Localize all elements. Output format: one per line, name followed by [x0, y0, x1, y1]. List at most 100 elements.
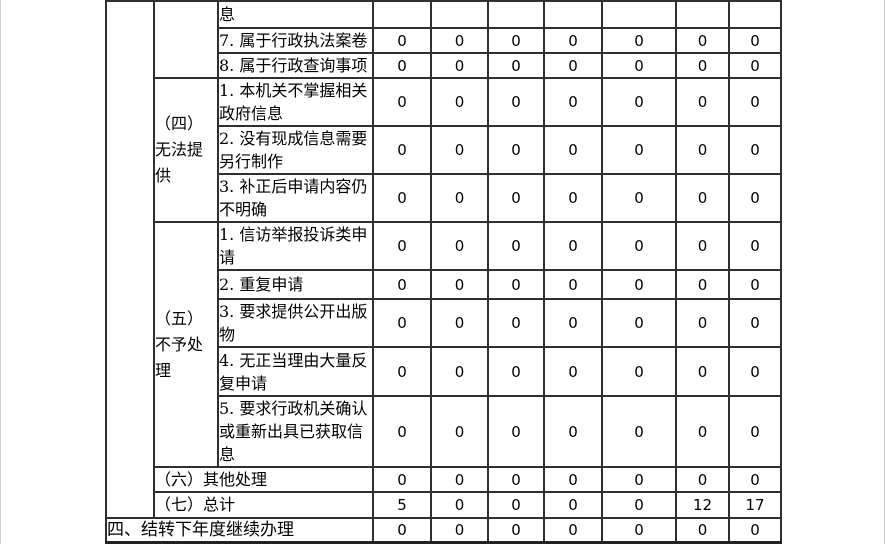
value-cell: 0 — [675, 173, 730, 223]
value-cell: 0 — [675, 221, 730, 271]
value-cell: 0 — [372, 27, 432, 54]
value-cell: 0 — [675, 298, 730, 348]
table-row: 2. 重复申请 0 0 0 0 0 0 0 — [106, 269, 782, 300]
value-cell: 0 — [728, 346, 782, 397]
value-cell: 0 — [675, 125, 730, 175]
value-cell: 0 — [430, 27, 489, 54]
value-cell: 0 — [728, 395, 782, 468]
value-cell: 0 — [372, 221, 432, 271]
item-cell: 息 — [217, 0, 374, 29]
value-cell: 0 — [430, 269, 489, 300]
item-cell: 4. 无正当理由大量反复申请 — [217, 346, 374, 397]
value-cell: 0 — [372, 52, 432, 79]
value-cell: 0 — [372, 395, 432, 468]
value-cell: 0 — [430, 466, 489, 493]
table-row: 3. 补正后申请内容仍不明确 0 0 0 0 0 0 0 — [106, 173, 782, 223]
value-cell: 0 — [675, 517, 730, 544]
value-cell: 0 — [372, 466, 432, 493]
value-cell: 12 — [675, 491, 730, 519]
value-cell: 0 — [601, 173, 677, 223]
row-label-cell: （六）其他处理 — [153, 466, 374, 493]
value-cell — [372, 0, 432, 29]
value-cell: 0 — [543, 269, 603, 300]
value-cell: 0 — [430, 173, 489, 223]
value-cell: 0 — [675, 466, 730, 493]
value-cell: 0 — [543, 52, 603, 79]
value-cell — [601, 0, 677, 29]
value-cell: 0 — [601, 27, 677, 54]
group-label-cell: （四）无法提供 — [153, 77, 219, 223]
value-cell: 0 — [487, 346, 545, 397]
value-cell: 0 — [487, 77, 545, 127]
group-label-cell: （五）不予处理 — [153, 221, 219, 468]
value-cell: 0 — [675, 27, 730, 54]
item-cell: 2. 没有现成信息需要另行制作 — [217, 125, 374, 175]
value-cell: 0 — [487, 173, 545, 223]
value-cell: 0 — [372, 298, 432, 348]
value-cell: 0 — [543, 221, 603, 271]
value-cell: 0 — [728, 298, 782, 348]
value-cell: 0 — [601, 517, 677, 544]
table-row: 7. 属于行政执法案卷 0 0 0 0 0 0 0 — [106, 27, 782, 54]
value-cell — [728, 0, 782, 29]
row-label-cell: （七）总计 — [153, 491, 374, 519]
table-row: （七）总计 5 0 0 0 0 12 17 — [106, 491, 782, 519]
item-cell: 5. 要求行政机关确认或重新出具已获取信息 — [217, 395, 374, 468]
value-cell: 0 — [728, 466, 782, 493]
value-cell: 0 — [430, 517, 489, 544]
value-cell: 0 — [601, 491, 677, 519]
value-cell: 0 — [372, 346, 432, 397]
outer-section-cell — [105, 0, 155, 519]
value-cell: 0 — [675, 269, 730, 300]
value-cell: 0 — [487, 517, 545, 544]
value-cell: 0 — [430, 346, 489, 397]
value-cell: 0 — [543, 346, 603, 397]
value-cell: 0 — [728, 125, 782, 175]
item-cell: 8. 属于行政查询事项 — [217, 52, 374, 79]
value-cell — [675, 0, 730, 29]
value-cell: 0 — [543, 517, 603, 544]
value-cell: 0 — [728, 77, 782, 127]
value-cell: 0 — [601, 269, 677, 300]
value-cell: 0 — [543, 466, 603, 493]
value-cell: 17 — [728, 491, 782, 519]
value-cell: 0 — [728, 173, 782, 223]
table-row: （四）无法提供 1. 本机关不掌握相关政府信息 0 0 0 0 0 0 0 — [106, 77, 782, 223]
value-cell: 0 — [543, 298, 603, 348]
value-cell: 0 — [728, 517, 782, 544]
value-cell: 0 — [728, 52, 782, 79]
value-cell: 0 — [543, 395, 603, 468]
value-cell: 0 — [487, 298, 545, 348]
value-cell — [543, 0, 603, 29]
value-cell: 0 — [675, 52, 730, 79]
value-cell — [430, 0, 489, 29]
value-cell: 0 — [728, 27, 782, 54]
table-row: 5. 要求行政机关确认或重新出具已获取信息 0 0 0 0 0 0 0 — [106, 395, 782, 468]
value-cell: 0 — [487, 269, 545, 300]
group-cell-truncated — [153, 0, 219, 79]
report-table: 息 7. 属于行政执法案卷 0 0 0 0 0 0 0 — [105, 0, 782, 544]
value-cell: 0 — [430, 221, 489, 271]
value-cell: 0 — [543, 491, 603, 519]
item-cell: 3. 补正后申请内容仍不明确 — [217, 173, 374, 223]
value-cell: 0 — [372, 77, 432, 127]
value-cell: 0 — [728, 269, 782, 300]
table-row: 2. 没有现成信息需要另行制作 0 0 0 0 0 0 0 — [106, 125, 782, 175]
table-row: 息 — [105, 0, 782, 519]
value-cell: 0 — [372, 173, 432, 223]
item-cell: 2. 重复申请 — [217, 269, 374, 300]
value-cell: 0 — [601, 395, 677, 468]
value-cell: 0 — [430, 298, 489, 348]
value-cell: 0 — [675, 77, 730, 127]
value-cell — [487, 0, 545, 29]
value-cell: 0 — [430, 77, 489, 127]
table-row: 四、结转下年度继续办理 0 0 0 0 0 0 0 — [105, 517, 782, 544]
item-cell: 3. 要求提供公开出版物 — [217, 298, 374, 348]
value-cell: 0 — [601, 346, 677, 397]
value-cell: 0 — [487, 221, 545, 271]
value-cell: 0 — [543, 27, 603, 54]
value-cell: 0 — [601, 77, 677, 127]
value-cell: 0 — [372, 517, 432, 544]
value-cell: 0 — [543, 173, 603, 223]
